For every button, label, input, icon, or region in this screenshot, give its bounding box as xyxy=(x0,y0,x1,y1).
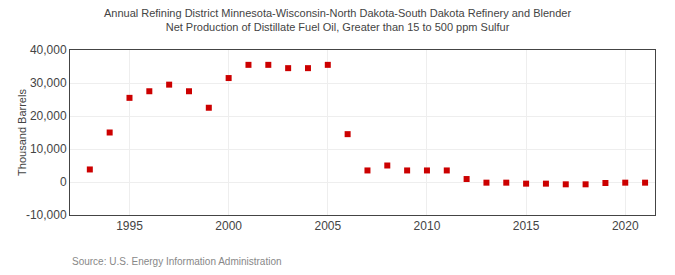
svg-text:Thousand Barrels: Thousand Barrels xyxy=(16,89,28,176)
svg-text:0: 0 xyxy=(60,175,67,189)
svg-text:1995: 1995 xyxy=(116,219,143,233)
svg-text:2005: 2005 xyxy=(314,219,341,233)
svg-text:-10,000: -10,000 xyxy=(26,208,67,222)
svg-text:Annual Refining District Minne: Annual Refining District Minnesota-Wisco… xyxy=(104,7,571,33)
svg-text:2015: 2015 xyxy=(513,219,540,233)
svg-text:10,000: 10,000 xyxy=(30,142,67,156)
svg-text:2000: 2000 xyxy=(215,219,242,233)
svg-text:20,000: 20,000 xyxy=(30,109,67,123)
svg-text:40,000: 40,000 xyxy=(30,43,67,57)
svg-text:Source: U.S. Energy Informatio: Source: U.S. Energy Information Administ… xyxy=(72,256,282,267)
svg-text:30,000: 30,000 xyxy=(30,76,67,90)
svg-text:2010: 2010 xyxy=(414,219,441,233)
svg-text:2020: 2020 xyxy=(612,219,639,233)
